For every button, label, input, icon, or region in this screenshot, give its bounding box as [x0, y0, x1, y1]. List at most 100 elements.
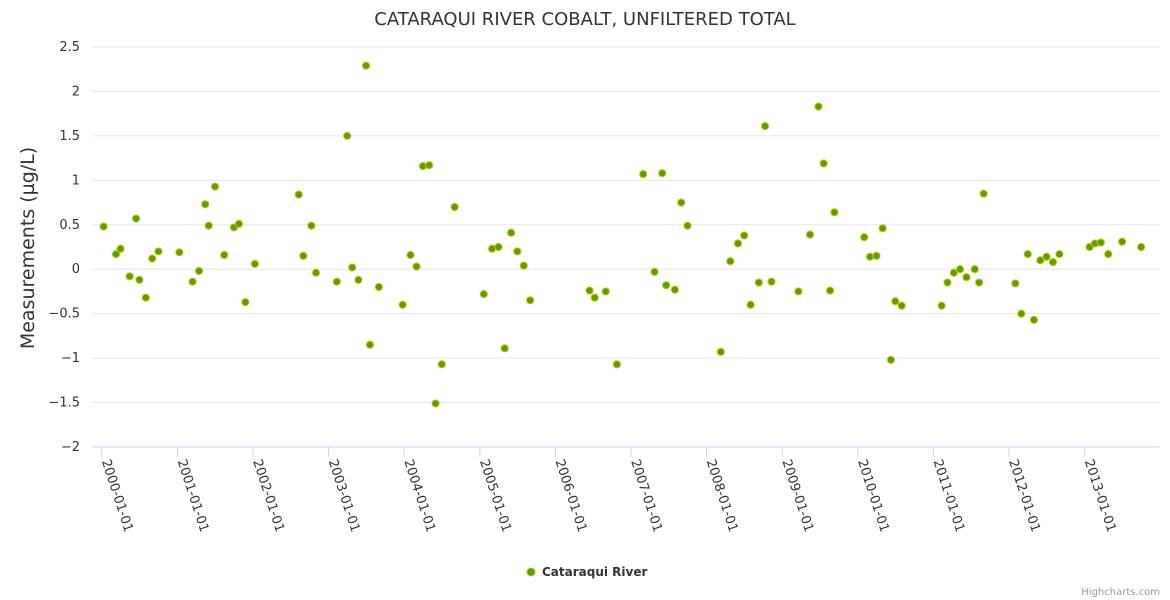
data-point	[201, 200, 210, 209]
data-point	[311, 268, 321, 277]
data-point	[1042, 252, 1051, 261]
data-point	[412, 262, 421, 271]
data-point	[1096, 238, 1105, 247]
data-point	[767, 277, 776, 286]
data-point	[406, 250, 415, 260]
data-point	[819, 159, 828, 168]
data-point	[513, 247, 522, 256]
data-point	[975, 278, 984, 287]
data-point	[343, 131, 352, 140]
data-point	[1048, 258, 1058, 267]
data-point	[175, 248, 184, 257]
data-point	[670, 285, 679, 294]
data-point	[116, 244, 125, 253]
data-point	[878, 224, 887, 233]
chart-title: CATARAQUI RIVER COBALT, UNFILTERED TOTAL	[374, 9, 795, 30]
data-points	[99, 61, 1146, 408]
data-point	[872, 251, 881, 260]
data-point	[979, 189, 988, 198]
data-point	[746, 300, 755, 309]
data-point	[805, 230, 815, 239]
y-tick-label: 2	[72, 84, 80, 99]
y-tick-label: −0.5	[48, 307, 80, 322]
data-point	[135, 275, 144, 284]
data-point	[814, 102, 823, 111]
y-tick-label: 0.5	[59, 218, 80, 233]
data-point	[650, 267, 659, 276]
data-point	[677, 198, 686, 207]
data-point	[830, 208, 839, 217]
x-tick-label: 2009-01-01	[778, 458, 816, 534]
data-point	[1118, 237, 1127, 246]
data-point	[1055, 250, 1064, 259]
data-point	[479, 290, 488, 299]
data-point	[590, 293, 599, 302]
x-tick-label: 2000-01-01	[98, 458, 136, 534]
data-point	[601, 287, 610, 296]
data-point	[494, 242, 503, 252]
data-point	[662, 281, 671, 290]
data-point	[886, 355, 896, 364]
data-point	[437, 360, 446, 369]
data-point	[294, 190, 303, 199]
data-point	[1104, 250, 1113, 259]
data-point	[210, 182, 220, 191]
y-tick-label: 0	[72, 262, 80, 277]
data-point	[740, 231, 749, 240]
data-point	[1023, 250, 1032, 259]
data-point	[1011, 279, 1020, 288]
x-axis-ticks: 2000-01-01 2001-01-01 2002-01-01 2003-01-01…	[98, 447, 1118, 534]
x-tick-label: 2008-01-01	[703, 458, 741, 534]
y-tick-label: −1.5	[48, 396, 80, 411]
x-tick-label: 2004-01-01	[400, 458, 438, 534]
data-point	[131, 214, 141, 223]
data-point	[733, 239, 743, 248]
data-point	[1029, 315, 1039, 324]
data-point	[526, 296, 535, 305]
data-point	[891, 297, 900, 306]
y-tick-label: −1	[61, 351, 80, 366]
data-point	[431, 399, 440, 408]
data-point	[450, 202, 459, 212]
data-point	[825, 286, 835, 295]
x-tick-label: 2010-01-01	[854, 458, 892, 534]
grid	[92, 46, 1160, 404]
data-point	[943, 278, 952, 287]
credits-link[interactable]: Highcharts.com	[1081, 587, 1160, 598]
data-point	[1036, 256, 1045, 265]
x-tick-label: 2005-01-01	[476, 458, 514, 534]
data-point	[726, 257, 735, 266]
data-point	[354, 275, 363, 284]
data-point	[188, 277, 197, 286]
data-point	[154, 247, 163, 256]
data-point	[250, 259, 259, 268]
data-point	[307, 221, 316, 230]
data-point	[794, 287, 803, 296]
x-tick-label: 2002-01-01	[249, 458, 287, 534]
data-point	[1137, 242, 1146, 252]
x-tick-label: 2001-01-01	[174, 458, 212, 534]
legend[interactable]: Cataraqui River	[526, 565, 647, 579]
data-point	[99, 222, 108, 231]
data-point	[716, 347, 725, 356]
data-point	[683, 221, 692, 230]
data-point	[241, 298, 250, 307]
y-tick-label: 1	[72, 173, 80, 188]
data-point	[148, 254, 157, 263]
x-tick-label: 2012-01-01	[1005, 458, 1043, 534]
data-point	[955, 265, 965, 274]
legend-label[interactable]: Cataraqui River	[542, 565, 647, 579]
data-point	[125, 272, 134, 281]
y-axis-ticks: 2.5 2 1.5 1 0.5 0 −0.5 −1 −1.5 −2	[48, 40, 80, 455]
data-point	[585, 286, 594, 295]
data-point	[398, 300, 407, 309]
data-point	[970, 265, 979, 274]
data-point	[612, 360, 621, 369]
data-point	[760, 122, 770, 131]
data-point	[949, 268, 958, 277]
data-point	[658, 169, 667, 178]
x-tick-label: 2011-01-01	[930, 458, 968, 534]
data-point	[1017, 309, 1026, 318]
data-point	[365, 340, 375, 349]
